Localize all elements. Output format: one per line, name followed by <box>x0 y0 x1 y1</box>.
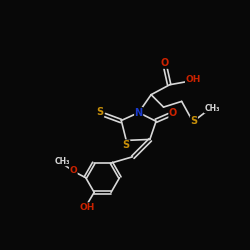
Text: OH: OH <box>79 203 94 212</box>
Text: S: S <box>96 107 104 117</box>
Text: OH: OH <box>186 75 201 84</box>
Text: CH₃: CH₃ <box>54 157 70 166</box>
Text: O: O <box>70 166 77 175</box>
Text: CH₃: CH₃ <box>204 104 220 113</box>
Text: S: S <box>190 116 198 126</box>
Text: N: N <box>134 108 143 118</box>
Text: S: S <box>123 140 130 150</box>
Text: O: O <box>169 108 177 118</box>
Text: O: O <box>161 58 169 68</box>
